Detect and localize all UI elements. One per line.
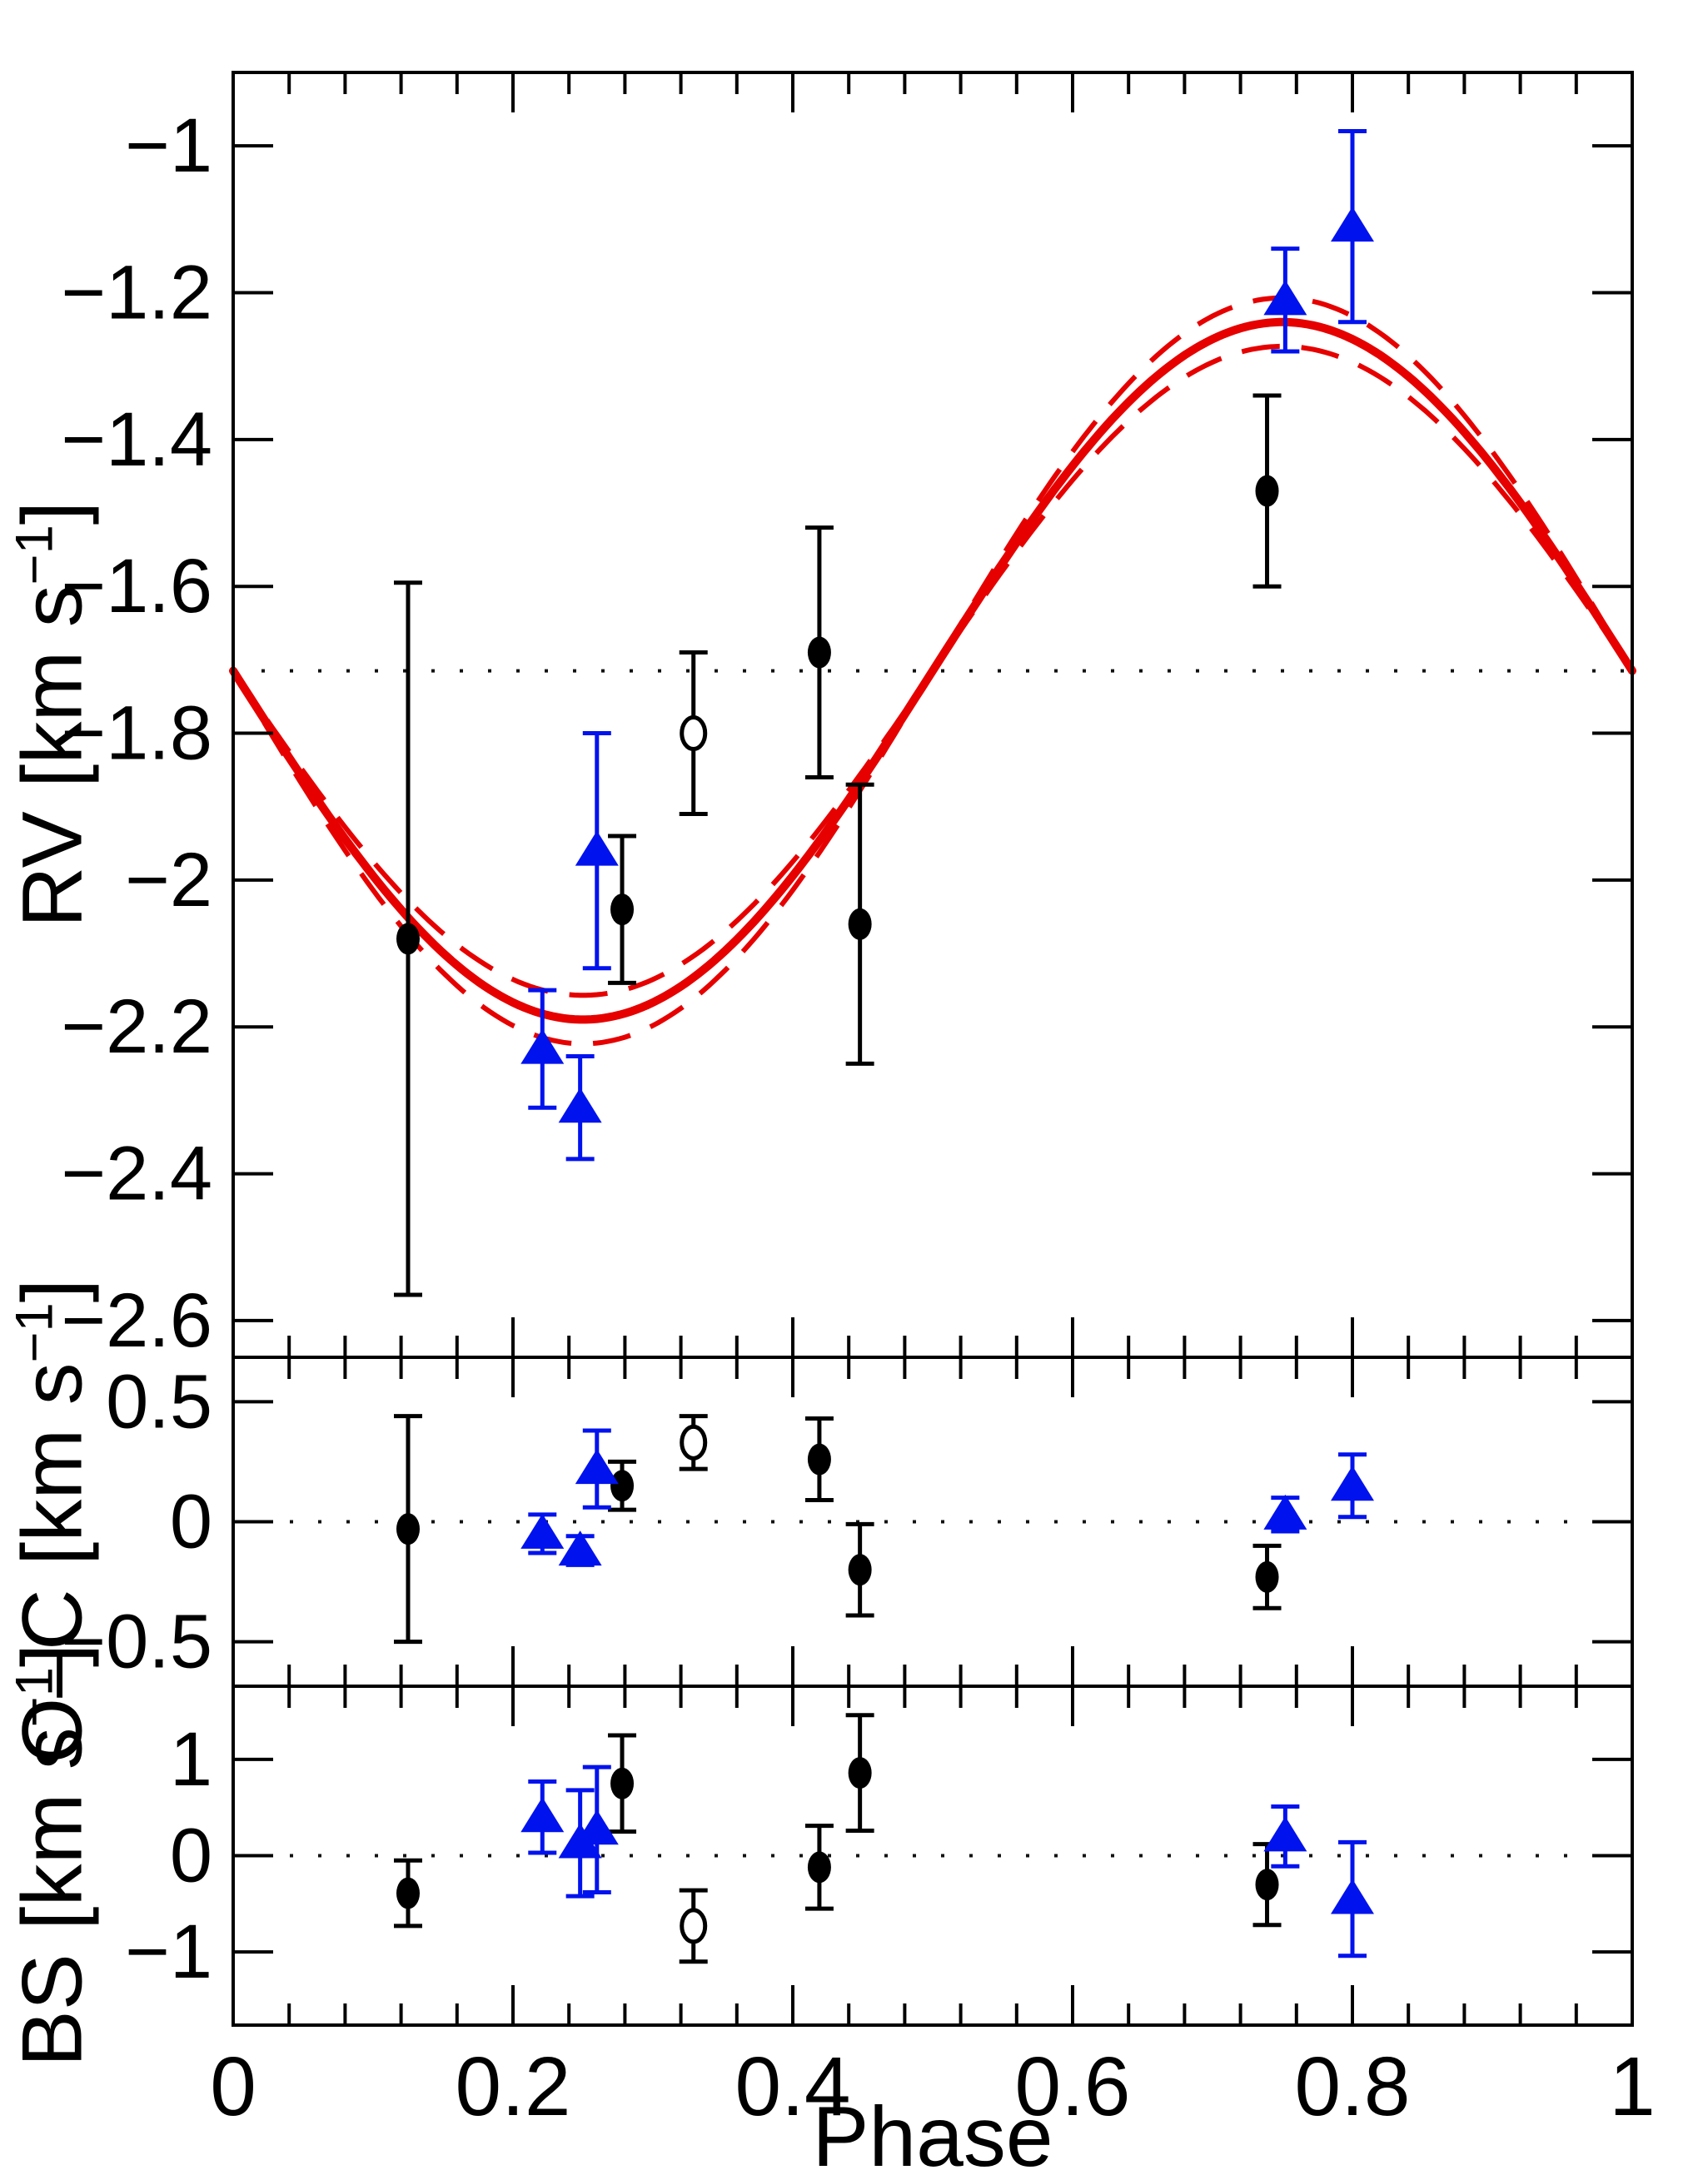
series-open-circles [679, 650, 708, 817]
x-tick-label: 0.8 [1294, 2040, 1410, 2133]
open-circle-marker [680, 1424, 708, 1461]
filled-circle-marker [1255, 1560, 1279, 1593]
series-open-circles [679, 1888, 708, 1964]
triangle-marker [520, 1797, 565, 1833]
open-circle-marker [680, 715, 708, 752]
triangle-marker [575, 1449, 619, 1485]
y-tick-label: −1.2 [61, 251, 212, 336]
bs-axis-label-sup: −1 [5, 1667, 64, 1728]
filled-circle-marker [848, 908, 872, 940]
y-tick-label: 0 [170, 1480, 212, 1565]
filled-circle-marker [807, 1851, 831, 1884]
triangle-marker [1263, 280, 1307, 316]
x-tick-label: 0.4 [734, 2040, 850, 2133]
x-tick-label: 0.6 [1014, 2040, 1130, 2133]
triangle-marker [1331, 207, 1374, 242]
rv-axis-label-text: RV [km s [4, 585, 100, 928]
y-tick-label: −2 [125, 838, 212, 923]
rv-axis-label-sup: −1 [5, 525, 64, 585]
filled-circle-marker [848, 1554, 872, 1586]
series-black-filled-circles [394, 1713, 1282, 1929]
x-tick-label: 0 [210, 2040, 256, 2133]
y-tick-label: −1.8 [61, 691, 212, 776]
y-tick-label: −1.6 [61, 544, 212, 629]
triangle-marker [520, 1513, 565, 1549]
y-tick-label: 0.5 [106, 1359, 212, 1444]
triangle-marker [1263, 1816, 1307, 1852]
y-tick-label: −1 [125, 103, 212, 188]
filled-circle-marker [396, 923, 420, 955]
triangle-marker [575, 1809, 619, 1845]
panel-frame [232, 71, 1634, 1359]
triangle-marker [1331, 1879, 1374, 1914]
filled-circle-marker [1255, 475, 1279, 507]
filled-circle-marker [610, 1470, 635, 1502]
triangle-marker [558, 1088, 602, 1123]
filled-circle-marker [807, 1443, 831, 1476]
triangle-marker [575, 830, 619, 866]
bs-axis-label-close: ] [4, 1643, 100, 1668]
triangle-marker [1331, 1466, 1374, 1501]
series-blue-filled-triangles [520, 1764, 1374, 1958]
model-fit-curve [229, 317, 1636, 1024]
y-tick-label: −2.2 [61, 984, 212, 1069]
triangle-marker [520, 1028, 565, 1064]
y-tick-label: 1 [170, 1717, 212, 1802]
series-open-circles [679, 1414, 708, 1471]
series-black-filled-circles [394, 393, 1282, 1297]
y-tick-label: −0.5 [61, 1600, 212, 1685]
filled-circle-marker [807, 636, 831, 669]
rv-axis-label-close: ] [4, 500, 100, 525]
filled-circle-marker [1255, 1869, 1279, 1901]
panel-oc: −0.5 0 0.5 [61, 1356, 1634, 1688]
filled-circle-marker [848, 1757, 872, 1789]
y-tick-label: −2.4 [61, 1132, 212, 1217]
triangle-marker [1263, 1494, 1307, 1530]
y-tick-label: −1 [125, 1909, 212, 1994]
phase-axis-label: Phase [812, 2089, 1053, 2175]
x-tick-label: 1 [1609, 2040, 1656, 2133]
filled-circle-marker [396, 1877, 420, 1909]
filled-circle-marker [396, 1513, 420, 1545]
panel-rv: −2.6 −2.4 −2.2 −2 −1.8 −1.6 −1.4 −1.2 −1 [61, 71, 1636, 1363]
triangle-marker [558, 1530, 602, 1566]
y-tick-label: 0 [170, 1814, 212, 1899]
y-tick-label: −2.6 [61, 1278, 212, 1363]
filled-circle-marker [610, 1767, 635, 1799]
series-blue-filled-triangles [520, 1428, 1374, 1567]
series-black-filled-circles [394, 1414, 1282, 1645]
x-tick-label: 0.2 [455, 2040, 570, 2133]
open-circle-marker [680, 1908, 708, 1944]
panel-bs: −1 0 1 0 0.2 0.4 0.6 0.8 1 [125, 1685, 1656, 2133]
series-blue-filled-triangles [520, 129, 1374, 1162]
bs-axis-label: BS [km s−1] [5, 1272, 100, 2175]
bs-axis-label-text: BS [km s [4, 1727, 100, 2068]
y-tick-label: −1.4 [61, 397, 212, 482]
filled-circle-marker [610, 893, 635, 926]
